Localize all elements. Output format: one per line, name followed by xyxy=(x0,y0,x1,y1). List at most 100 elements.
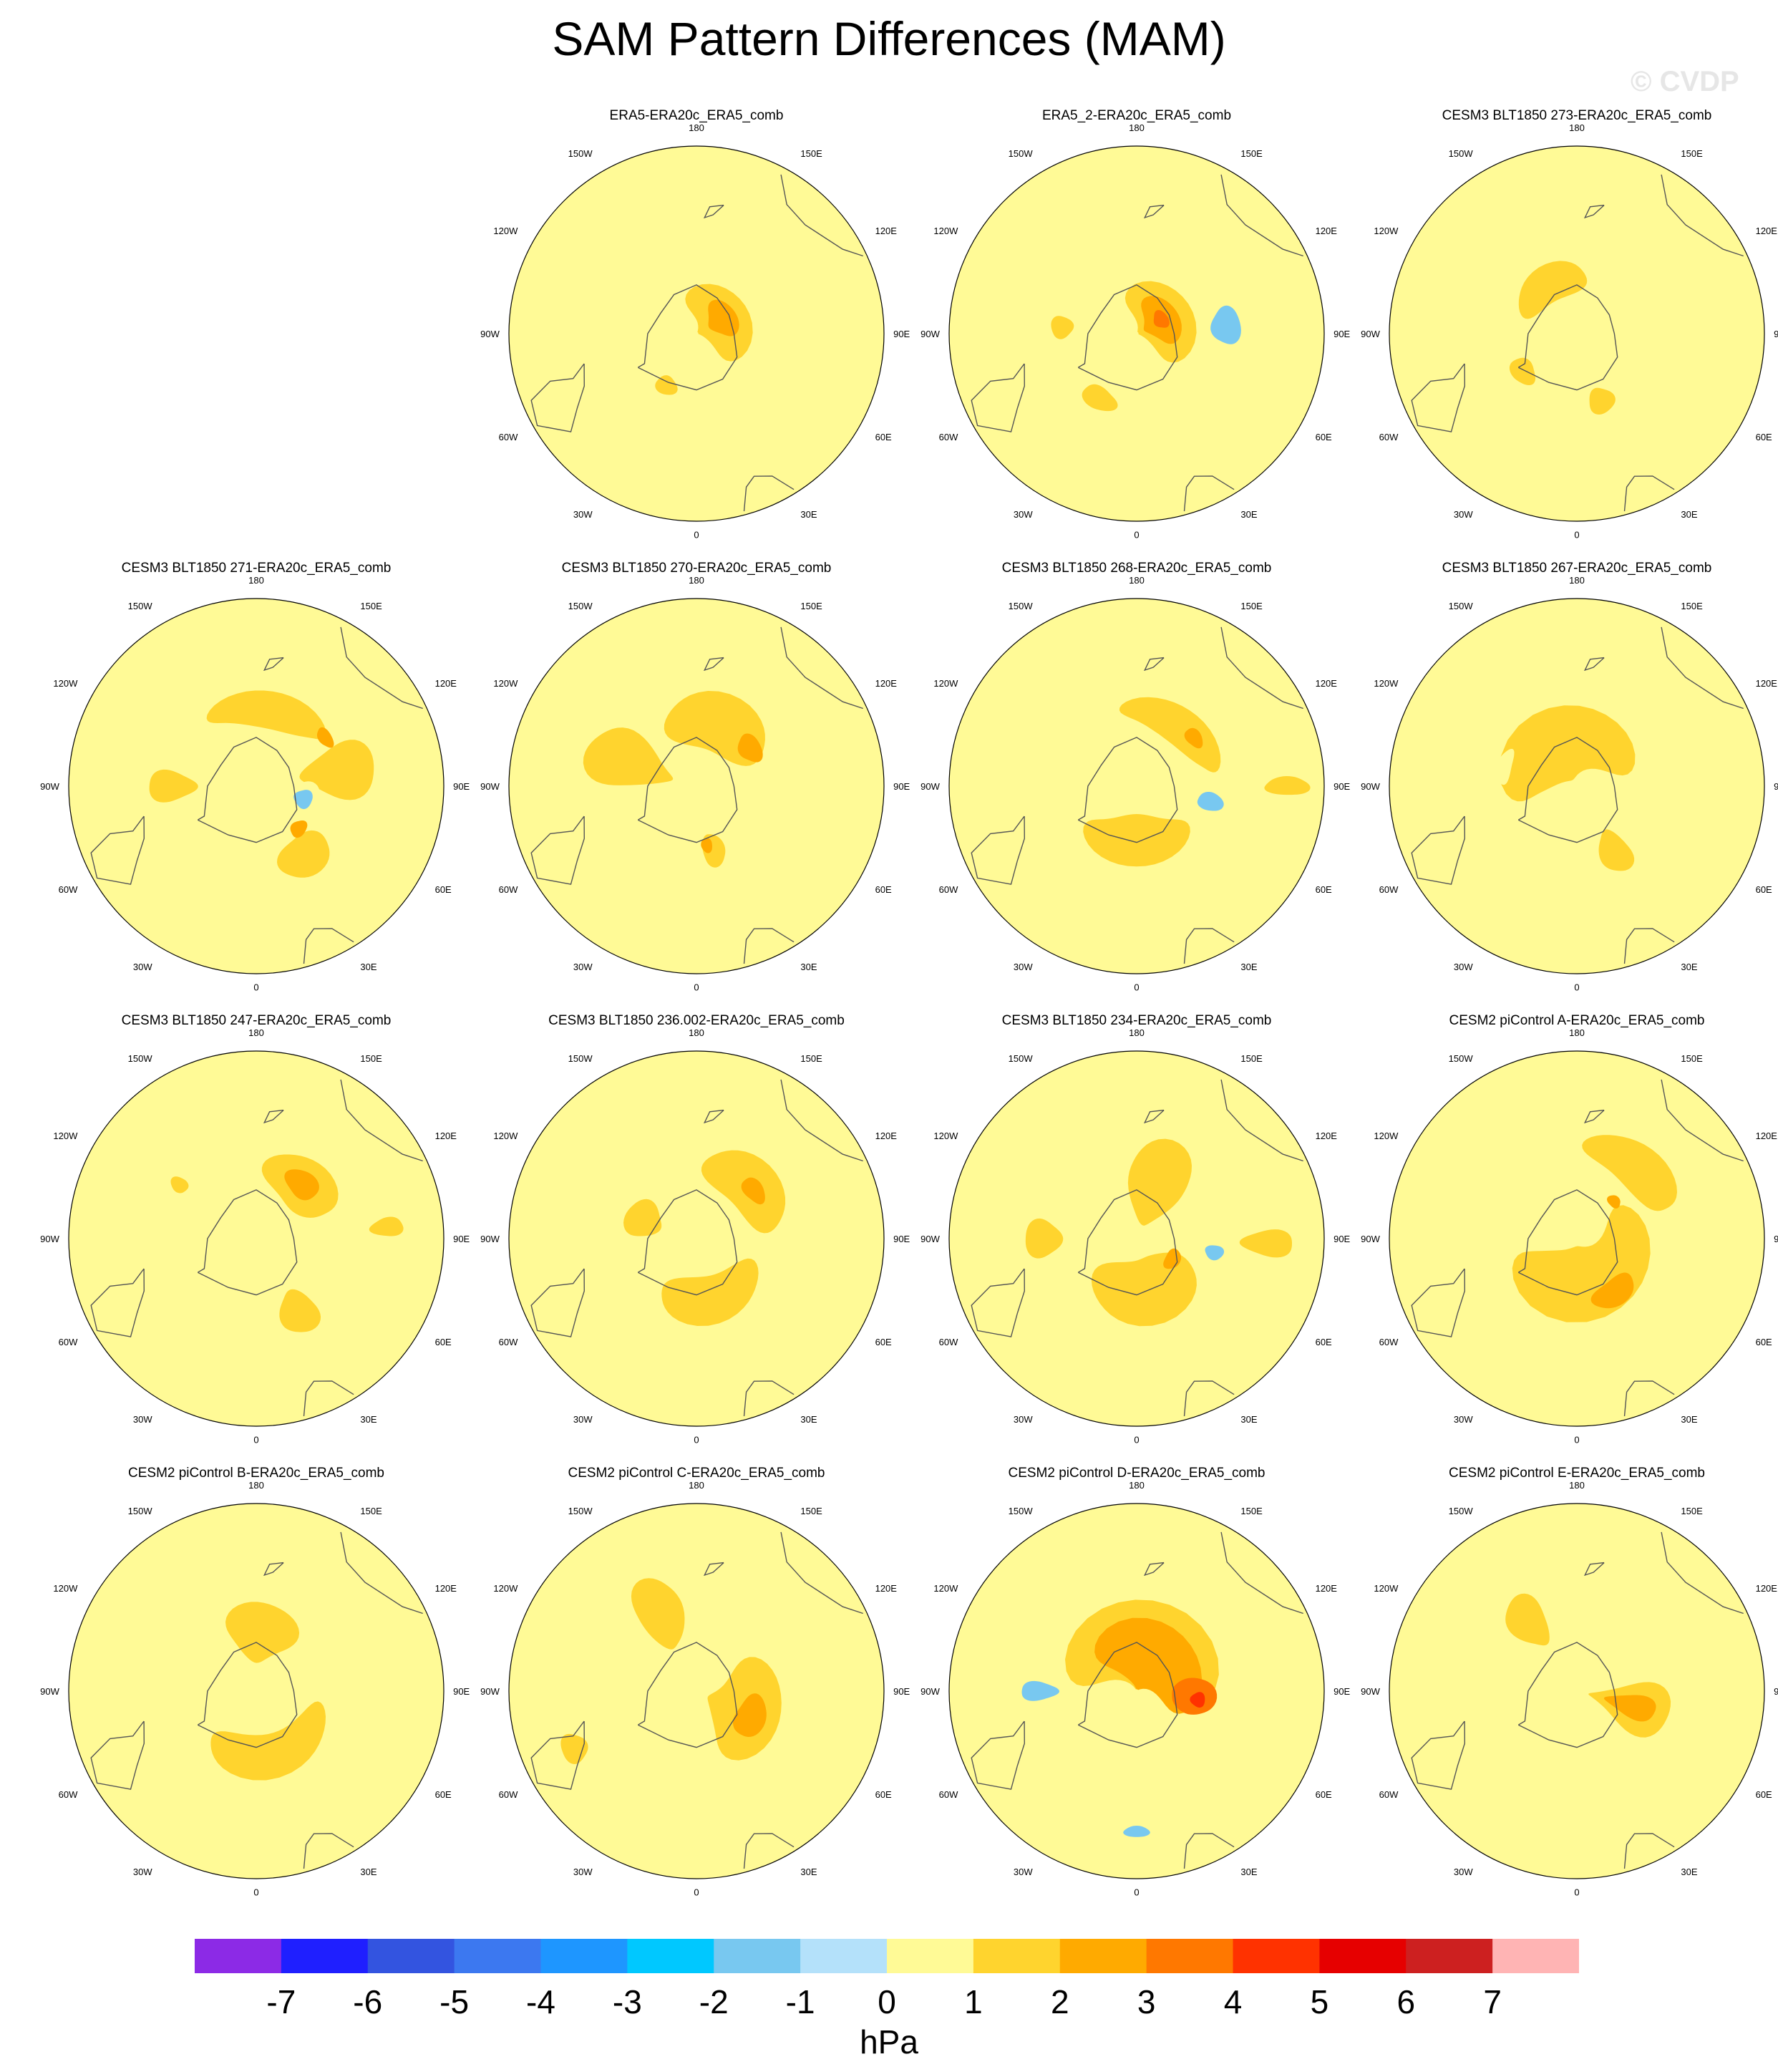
polar-map: 0 30W 30E 60W 60E 90W 90E 120W 120E 150W 150E 180 xyxy=(920,1480,1350,1898)
coastline xyxy=(1411,1268,1466,1337)
coastline xyxy=(1077,284,1178,391)
longitude-label: 120W xyxy=(493,226,518,236)
longitude-label: 60W xyxy=(1379,884,1399,895)
map-background xyxy=(509,1051,884,1426)
map-border xyxy=(1389,598,1765,974)
anomaly-contour xyxy=(1184,727,1203,749)
colorbar-tick-label: 3 xyxy=(1137,1983,1156,2020)
panel-title: ERA5-ERA20c_ERA5_comb xyxy=(609,108,784,123)
longitude-label: 180 xyxy=(689,575,704,586)
colorbar-swatch xyxy=(627,1939,714,1973)
longitude-label: 150W xyxy=(128,1053,153,1064)
longitude-label: 150E xyxy=(360,1053,382,1064)
coastline xyxy=(1517,737,1618,843)
longitude-label: 60W xyxy=(1379,432,1399,442)
anomaly-contour xyxy=(1480,438,1548,494)
longitude-label: 60W xyxy=(939,1337,958,1347)
longitude-label: 0 xyxy=(1574,982,1579,992)
longitude-label: 30W xyxy=(1454,1867,1473,1877)
anomaly-contour xyxy=(299,740,374,800)
longitude-label: 30W xyxy=(133,1414,152,1425)
colorbar-tick-label: 2 xyxy=(1050,1983,1069,2020)
map-panel: CESM2 piControl C-ERA20c_ERA5_comb 0 30W 30… xyxy=(475,1465,918,1909)
map-panel: ERA5-ERA20c_ERA5_comb 0 30W 30E 60W 60E 90W 90E… xyxy=(475,107,918,551)
longitude-label: 180 xyxy=(1129,122,1145,133)
longitude-label: 120E xyxy=(1316,1583,1338,1594)
colorbar-tick-label: 0 xyxy=(878,1983,896,2020)
anomaly-contour xyxy=(661,1258,759,1326)
anomaly-contour xyxy=(615,1059,691,1100)
anomaly-contour xyxy=(1598,829,1635,871)
longitude-label: 180 xyxy=(689,122,704,133)
coastline xyxy=(703,657,724,672)
coastline xyxy=(340,1531,423,1614)
longitude-label: 150W xyxy=(568,148,593,159)
panel-title: ERA5_2-ERA20c_ERA5_comb xyxy=(1041,108,1232,123)
anomaly-contour xyxy=(1518,261,1588,319)
coastline xyxy=(1183,928,1235,964)
colorbar-swatch xyxy=(454,1939,542,1973)
longitude-label: 60W xyxy=(1379,1337,1399,1347)
colorbar-swatch xyxy=(195,1939,282,1973)
longitude-label: 60E xyxy=(1316,1337,1332,1347)
colorbar-tick-label: -3 xyxy=(612,1983,642,2020)
polar-map: 0 30W 30E 60W 60E 90W 90E 120W 120E 150W 150E 180 xyxy=(480,1027,910,1446)
anomaly-contour xyxy=(772,1230,810,1264)
longitude-label: 120E xyxy=(1316,226,1338,236)
map-panel: ERA5_2-ERA20c_ERA5_comb 0 30W 30E 60W 60E 90W 9… xyxy=(915,107,1359,551)
colorbar-swatch xyxy=(1059,1939,1147,1973)
anomaly-contour xyxy=(951,766,988,806)
longitude-label: 90E xyxy=(893,781,910,792)
map-border xyxy=(948,1050,1325,1427)
longitude-label: 180 xyxy=(689,1027,704,1038)
longitude-label: 60W xyxy=(499,432,518,442)
panel-title: CESM2 piControl A-ERA20c_ERA5_comb xyxy=(1449,1013,1705,1028)
anomaly-contour xyxy=(195,604,324,635)
colorbar-swatch xyxy=(1233,1939,1320,1973)
longitude-label: 150E xyxy=(800,601,822,611)
anomaly-contour xyxy=(1515,1826,1588,1869)
longitude-label: 30E xyxy=(1240,1867,1257,1877)
coastline xyxy=(1411,1720,1466,1790)
longitude-label: 120E xyxy=(875,1583,898,1594)
longitude-label: 180 xyxy=(1569,575,1585,586)
map-panel: CESM2 piControl D-ERA20c_ERA5_comb 0 30W 30… xyxy=(915,1465,1359,1909)
coastline xyxy=(1583,657,1605,672)
anomaly-contour xyxy=(1590,1272,1634,1309)
map-panel: CESM2 piControl B-ERA20c_ERA5_comb 0 30W 30… xyxy=(34,1465,478,1909)
anomaly-contour xyxy=(1119,697,1221,773)
longitude-label: 150E xyxy=(1681,1053,1703,1064)
coastline xyxy=(530,363,586,432)
longitude-label: 0 xyxy=(1134,1887,1139,1897)
anomaly-contour xyxy=(1122,213,1210,276)
longitude-label: 60W xyxy=(939,432,958,442)
coastline xyxy=(1077,1642,1178,1748)
longitude-label: 180 xyxy=(248,575,264,586)
longitude-label: 150E xyxy=(1240,601,1263,611)
anomaly-contour xyxy=(125,1520,238,1602)
anomaly-contour xyxy=(699,627,722,647)
anomaly-contour xyxy=(1486,923,1523,955)
longitude-label: 90E xyxy=(453,1234,470,1244)
polar-map: 0 30W 30E 60W 60E 90W 90E 120W 120E 150W 150E 180 xyxy=(1361,1027,1778,1446)
longitude-label: 30W xyxy=(573,962,593,972)
panel-title: CESM2 piControl D-ERA20c_ERA5_comb xyxy=(1008,1466,1266,1481)
longitude-label: 150W xyxy=(1449,148,1474,159)
coastline xyxy=(1623,1833,1675,1869)
panel-title: CESM3 BLT1850 268-ERA20c_ERA5_comb xyxy=(1001,561,1272,576)
coastline xyxy=(1661,1531,1744,1614)
anomaly-contour xyxy=(1437,602,1628,684)
coastline xyxy=(263,657,284,672)
anomaly-contour xyxy=(743,301,850,344)
longitude-label: 120E xyxy=(1756,1131,1778,1141)
coastline xyxy=(1220,1079,1303,1162)
longitude-label: 90W xyxy=(920,329,940,339)
colorbar-swatch xyxy=(1319,1939,1407,1973)
longitude-label: 90W xyxy=(480,329,500,339)
longitude-label: 120W xyxy=(1374,1131,1399,1141)
anomaly-contour xyxy=(1512,1370,1593,1420)
map-background xyxy=(509,599,884,974)
longitude-label: 120W xyxy=(933,1131,958,1141)
anomaly-contour xyxy=(616,463,640,493)
anomaly-contour xyxy=(1472,1662,1517,1720)
